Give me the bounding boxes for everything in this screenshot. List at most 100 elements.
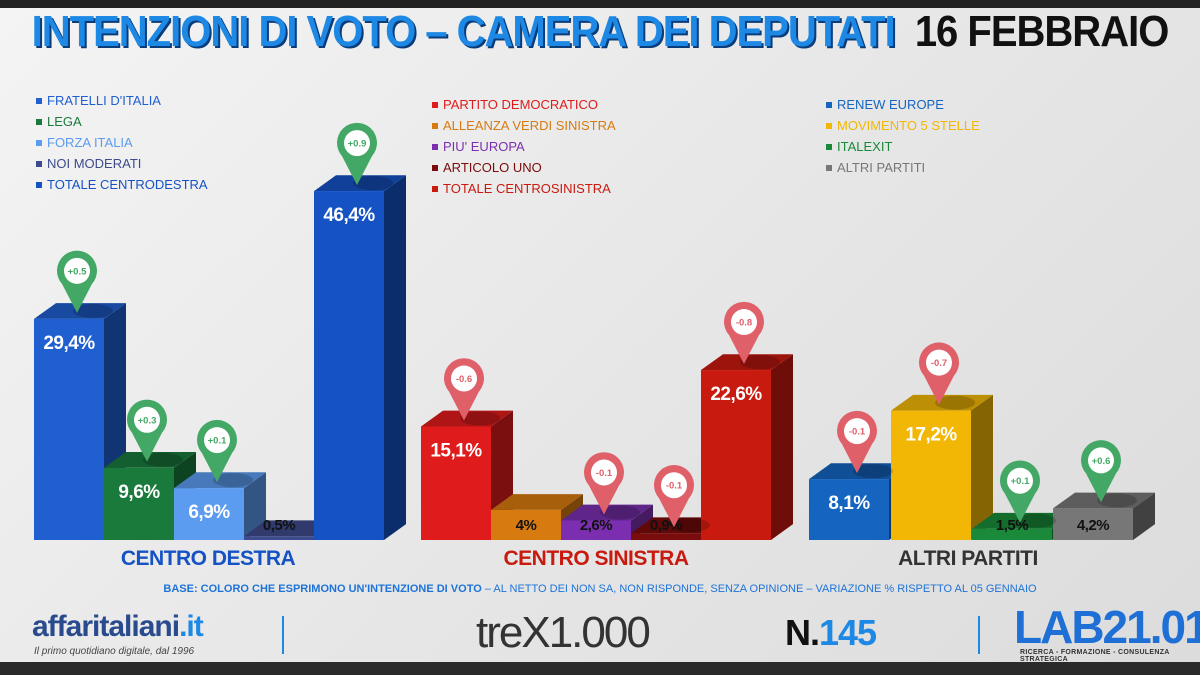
marker-core <box>661 472 687 499</box>
change-label: +0.9 <box>348 139 367 150</box>
base-note: BASE: COLORO CHE ESPRIMONO UN'INTENZIONE… <box>0 583 1200 595</box>
legend-label: LEGA <box>47 114 82 129</box>
legend-label: FORZA ITALIA <box>47 135 133 150</box>
change-label: +0.3 <box>138 415 157 426</box>
change-label: -0.8 <box>736 318 752 329</box>
marker-shadow <box>600 505 640 520</box>
legend-swatch <box>826 143 832 150</box>
legend-swatch <box>826 164 832 171</box>
bar-side <box>244 472 266 540</box>
change-label: -0.6 <box>456 374 472 385</box>
change-label: -0.7 <box>931 358 947 369</box>
legend-item: PIU' EUROPA <box>432 136 616 157</box>
bar-top <box>891 394 993 411</box>
bar-side <box>971 394 993 540</box>
legend-label: TOTALE CENTROSINISTRA <box>443 181 611 196</box>
legend-item: ALLEANZA VERDI SINISTRA <box>432 115 616 136</box>
marker-shadow <box>1097 493 1137 508</box>
marker-shadow <box>143 452 183 467</box>
marker-core <box>844 418 870 445</box>
legend-label: RENEW EUROPE <box>837 97 944 112</box>
legend-centro-destra: FRATELLI D'ITALIA LEGA FORZA ITALIA NOI MOD… <box>36 90 208 195</box>
marker-core <box>731 309 757 336</box>
data-label: 22,6% <box>710 384 762 405</box>
bar-side <box>771 354 793 540</box>
legend-swatch <box>36 97 42 104</box>
marker-core <box>134 406 160 433</box>
legend-swatch <box>432 143 438 150</box>
bottom-bar <box>0 662 1200 675</box>
legend-label: TOTALE CENTRODESTRA <box>47 177 208 192</box>
bar-top <box>104 451 196 468</box>
base-note-bold: BASE: COLORO CHE ESPRIMONO UN'INTENZIONE… <box>163 583 482 595</box>
legend-item: NOI MODERATI <box>36 153 208 174</box>
data-label: 15,1% <box>430 440 482 461</box>
issue-number-prefix: N. <box>785 612 820 653</box>
legend-label: ALLEANZA VERDI SINISTRA <box>443 118 616 133</box>
bar <box>561 520 631 540</box>
bar <box>34 318 104 540</box>
legend-swatch <box>432 101 438 108</box>
legend-swatch <box>432 122 438 129</box>
bar-side <box>1133 492 1155 540</box>
title-date: 16 FEBBRAIO <box>914 8 1169 56</box>
legend-label: NOI MODERATI <box>47 156 142 171</box>
bar <box>701 370 771 540</box>
legend-swatch <box>36 181 42 188</box>
legend-item: RENEW EUROPE <box>826 94 980 115</box>
legend-item: LEGA <box>36 111 208 132</box>
marker-shadow <box>213 473 253 488</box>
marker-shadow <box>353 176 393 191</box>
marker-shadow <box>740 355 780 370</box>
legend-item: TOTALE CENTROSINISTRA <box>432 178 616 199</box>
bar-top <box>421 410 513 427</box>
lab2101-tagline: RICERCA - FORMAZIONE - CONSULENZA STRATE… <box>1020 649 1170 663</box>
legend-swatch <box>36 118 42 125</box>
bar-top <box>561 504 653 521</box>
legend-swatch <box>432 164 438 171</box>
marker-core <box>451 365 477 392</box>
data-label: 4,2% <box>1077 517 1109 534</box>
legend-label: ITALEXIT <box>837 139 893 154</box>
legend-item: FORZA ITALIA <box>36 132 208 153</box>
legend-swatch <box>432 185 438 192</box>
bar-top <box>34 303 126 319</box>
data-label: 0,5% <box>263 517 295 534</box>
marker-shadow <box>460 411 500 426</box>
issue-number: N.145 <box>785 612 877 654</box>
marker-shadow <box>670 518 710 533</box>
base-note-rest: – AL NETTO DEI NON SA, NON RISPONDE, SEN… <box>481 583 1037 595</box>
bar <box>314 191 384 540</box>
marker-core <box>344 130 370 157</box>
affaritaliani-logo: affaritaliani.it <box>32 610 204 644</box>
group-label: ALTRI PARTITI <box>898 547 1038 570</box>
bar <box>104 467 174 540</box>
footer-divider-1 <box>282 616 284 654</box>
lab2101-logo: LAB21.01 <box>1014 601 1200 653</box>
legend-swatch <box>36 139 42 146</box>
data-label: 6,9% <box>188 502 230 523</box>
marker-core <box>1088 447 1114 474</box>
group-label: CENTRO SINISTRA <box>503 547 688 570</box>
bar <box>491 509 561 540</box>
footer-divider-2 <box>978 616 980 654</box>
legend-item: ALTRI PARTITI <box>826 157 980 178</box>
marker-core <box>64 257 90 284</box>
legend-label: ARTICOLO UNO <box>443 160 542 175</box>
bar-top <box>1053 492 1155 509</box>
bar <box>174 488 244 540</box>
data-label: 2,6% <box>580 517 612 534</box>
marker-core <box>204 427 230 454</box>
change-label: +0.6 <box>1092 456 1111 467</box>
legend-item: PARTITO DEMOCRATICO <box>432 94 616 115</box>
legend-altri-partiti: RENEW EUROPE MOVIMENTO 5 STELLE ITALEXIT AL… <box>826 94 980 178</box>
legend-label: PIU' EUROPA <box>443 139 525 154</box>
title-main: INTENZIONI DI VOTO – CAMERA DEI DEPUTATI <box>31 8 896 56</box>
change-label: -0.1 <box>849 427 866 438</box>
bar-top <box>701 354 793 371</box>
bar-top <box>972 512 1074 529</box>
issue-number-value: 145 <box>819 612 877 653</box>
bar-top <box>631 517 723 534</box>
